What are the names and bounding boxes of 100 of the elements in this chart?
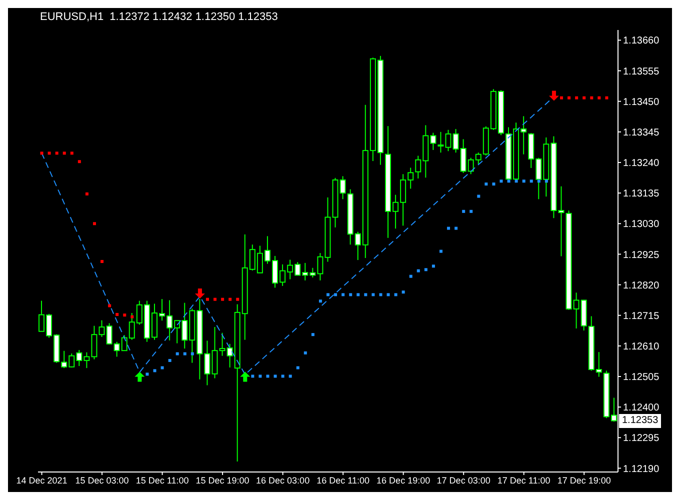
point [100, 260, 104, 263]
point [146, 372, 149, 376]
point [190, 352, 194, 356]
point [349, 293, 352, 296]
y-tick-label: 1.12925 [623, 250, 660, 261]
point [251, 374, 254, 378]
point [514, 180, 518, 183]
point [266, 374, 270, 378]
point [568, 96, 571, 100]
y-tick-label: 1.12715 [623, 310, 660, 322]
point [296, 366, 300, 370]
point [372, 293, 375, 296]
point [311, 333, 314, 336]
point [409, 274, 412, 278]
point [236, 298, 240, 301]
point [454, 226, 458, 230]
point [288, 374, 292, 378]
point [183, 352, 186, 356]
y-tick-label: 1.12820 [623, 280, 660, 292]
y-tick-label: 1.13555 [623, 66, 660, 78]
point [416, 269, 420, 272]
point [560, 96, 564, 100]
y-tick-label: 1.13345 [623, 127, 660, 138]
point [477, 194, 480, 198]
x-tick-label: 16 Dec 11:00 [316, 475, 370, 486]
point [548, 90, 559, 101]
point [432, 264, 435, 268]
y-tick-label: 1.13240 [623, 158, 660, 170]
x-tick-label: 14 Dec 2021 [16, 475, 68, 486]
x-tick-label: 16 Dec 03:00 [256, 475, 310, 486]
annotation: 1.12353 [619, 414, 662, 428]
point [108, 304, 112, 308]
point [598, 96, 601, 100]
point [544, 180, 548, 183]
point [85, 192, 88, 196]
point [92, 222, 96, 226]
point [590, 96, 594, 100]
point [70, 152, 74, 155]
point [522, 180, 526, 183]
x-tick-label: 15 Dec 03:00 [75, 475, 129, 486]
candlestick [438, 131, 444, 154]
point [462, 210, 466, 213]
x-tick-label: 15 Dec 11:00 [136, 475, 189, 486]
point [364, 293, 368, 296]
point [274, 374, 277, 378]
point [194, 288, 205, 299]
y-tick-label: 1.13450 [623, 96, 660, 108]
point [447, 226, 450, 230]
point [206, 298, 209, 301]
point [281, 374, 284, 378]
point [134, 372, 145, 382]
point [470, 210, 473, 213]
point [530, 180, 533, 183]
point [439, 250, 442, 253]
point [582, 96, 586, 100]
x-tick-label: 17 Dec 19:00 [557, 475, 611, 486]
point [424, 268, 428, 272]
y-tick-label: 1.12505 [623, 372, 660, 384]
y-tick-label: 1.13030 [623, 219, 660, 230]
point [342, 293, 345, 296]
point [258, 374, 262, 378]
point [176, 352, 179, 356]
y-tick-label: 1.13660 [623, 36, 660, 47]
point [605, 96, 608, 100]
point [326, 293, 330, 296]
point [78, 160, 81, 164]
point [402, 290, 405, 294]
point [228, 298, 232, 301]
point [484, 182, 488, 186]
point [160, 366, 164, 370]
point [356, 293, 360, 296]
point [318, 300, 322, 303]
point [500, 180, 503, 183]
point [507, 180, 510, 183]
y-tick-label: 1.12610 [623, 341, 660, 352]
point [153, 369, 156, 372]
point [40, 152, 44, 155]
x-tick-label: 15 Dec 19:00 [196, 475, 250, 486]
x-tick-label: 17 Dec 03:00 [436, 475, 490, 486]
point [575, 96, 578, 100]
point [386, 293, 390, 296]
x-tick-label: 17 Dec 11:00 [497, 475, 550, 486]
point [55, 152, 58, 155]
point [240, 372, 250, 382]
x-tick-label: 16 Dec 19:00 [376, 475, 430, 486]
point [334, 293, 338, 296]
point [62, 152, 66, 155]
y-tick-label: 1.13135 [623, 188, 660, 200]
point [130, 315, 134, 318]
point [304, 351, 307, 354]
point [492, 182, 496, 186]
point [168, 358, 172, 362]
point [123, 314, 126, 317]
point [394, 293, 398, 296]
y-tick-label: 1.12400 [623, 402, 660, 414]
point [116, 312, 119, 316]
point [214, 298, 217, 301]
y-tick-label: 1.12190 [623, 464, 660, 475]
chart-title: EURUSD,H1 1.12372 1.12432 1.12350 1.12353 [40, 11, 278, 23]
point [379, 293, 382, 296]
